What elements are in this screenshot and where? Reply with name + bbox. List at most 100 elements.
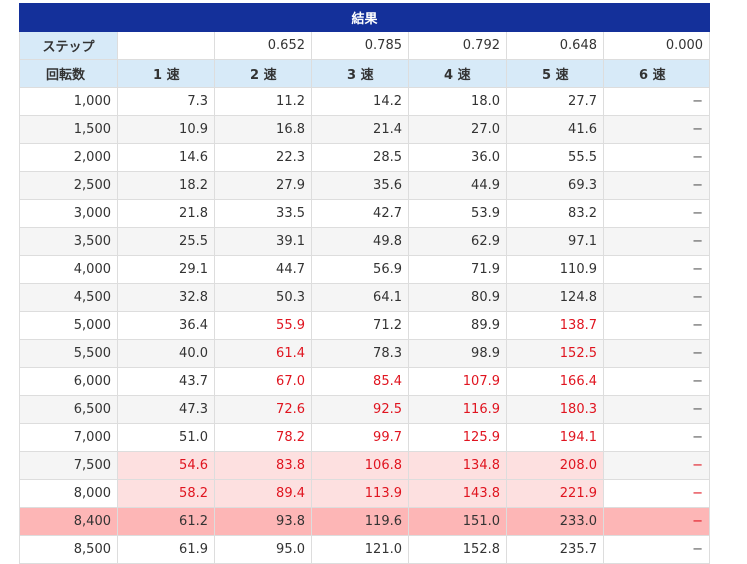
- speed-cell-gear-2: 16.8: [214, 115, 312, 144]
- speed-cell-gear-2: 89.4: [214, 479, 312, 508]
- speed-cell-gear-1: 7.3: [117, 87, 215, 116]
- speed-cell-gear-2: 44.7: [214, 255, 312, 284]
- table-title: 結果: [18, 3, 711, 32]
- table-row: 5,500 40.0 61.4 78.3 98.9 152.5−: [19, 339, 711, 368]
- speed-cell-gear-3: 56.9: [311, 255, 409, 284]
- speed-cell-gear-2: 78.2: [214, 423, 312, 452]
- speed-cell-gear-1: 54.6: [117, 451, 215, 480]
- speed-cell-gear-1: 61.2: [117, 507, 215, 536]
- speed-cell-gear-3: 78.3: [311, 339, 409, 368]
- speed-cell-gear-4: 151.0: [408, 507, 507, 536]
- speed-cell-gear-4: 44.9: [408, 171, 507, 200]
- speed-cell-gear-5: 194.1: [506, 423, 604, 452]
- speed-cell-gear-5: 27.7: [506, 87, 604, 116]
- table-row: 2,000 14.6 22.3 28.5 36.0 55.5−: [19, 143, 711, 172]
- gear-header-3: 3 速: [311, 59, 409, 88]
- speed-cell-gear-6: −: [602, 479, 711, 508]
- speed-cell-gear-3: 106.8: [311, 451, 409, 480]
- speed-cell-gear-4: 116.9: [408, 395, 507, 424]
- speed-cell-gear-5: 152.5: [506, 339, 604, 368]
- rpm-cell: 8,400: [19, 507, 118, 536]
- speed-cell-gear-4: 134.8: [408, 451, 507, 480]
- rpm-cell: 7,000: [19, 423, 118, 452]
- table-row: 3,000 21.8 33.5 42.7 53.9 83.2−: [19, 199, 711, 228]
- speed-cell-gear-3: 42.7: [311, 199, 409, 228]
- speed-cell-gear-1: 18.2: [117, 171, 215, 200]
- title-row: 結果: [18, 3, 711, 32]
- speed-cell-gear-5: 221.9: [506, 479, 604, 508]
- speed-cell-gear-6: −: [602, 451, 711, 480]
- speed-cell-gear-1: 14.6: [117, 143, 215, 172]
- speed-cell-gear-2: 33.5: [214, 199, 312, 228]
- speed-cell-gear-3: 49.8: [311, 227, 409, 256]
- table-row: 8,400 61.2 93.8 119.6 151.0 233.0−: [19, 507, 711, 536]
- speed-cell-gear-5: 55.5: [506, 143, 604, 172]
- rpm-cell: 6,500: [19, 395, 118, 424]
- rpm-cell: 8,000: [19, 479, 118, 508]
- speed-cell-gear-6: −: [602, 423, 711, 452]
- step-value-2: 0.652: [214, 31, 312, 60]
- speed-cell-gear-4: 152.8: [408, 535, 507, 564]
- speed-cell-gear-1: 58.2: [117, 479, 215, 508]
- speed-cell-gear-4: 143.8: [408, 479, 507, 508]
- gear-header-1: 1 速: [117, 59, 215, 88]
- results-table: 結果 ステップ 0.652 0.785 0.792 0.648 0.000 回転…: [18, 3, 711, 564]
- speed-cell-gear-5: 69.3: [506, 171, 604, 200]
- table-row: 3,500 25.5 39.1 49.8 62.9 97.1−: [19, 227, 711, 256]
- speed-cell-gear-5: 138.7: [506, 311, 604, 340]
- rpm-cell: 6,000: [19, 367, 118, 396]
- speed-cell-gear-2: 27.9: [214, 171, 312, 200]
- rpm-cell: 4,000: [19, 255, 118, 284]
- speed-cell-gear-3: 113.9: [311, 479, 409, 508]
- speed-cell-gear-1: 40.0: [117, 339, 215, 368]
- speed-cell-gear-1: 29.1: [117, 255, 215, 284]
- speed-cell-gear-1: 36.4: [117, 311, 215, 340]
- speed-cell-gear-2: 50.3: [214, 283, 312, 312]
- speed-cell-gear-2: 83.8: [214, 451, 312, 480]
- speed-cell-gear-4: 125.9: [408, 423, 507, 452]
- speed-cell-gear-5: 233.0: [506, 507, 604, 536]
- rpm-cell: 4,500: [19, 283, 118, 312]
- table-row: 4,000 29.1 44.7 56.9 71.9 110.9−: [19, 255, 711, 284]
- speed-cell-gear-3: 92.5: [311, 395, 409, 424]
- speed-cell-gear-5: 235.7: [506, 535, 604, 564]
- rpm-cell: 5,000: [19, 311, 118, 340]
- speed-cell-gear-6: −: [602, 535, 711, 564]
- speed-cell-gear-2: 72.6: [214, 395, 312, 424]
- speed-cell-gear-1: 43.7: [117, 367, 215, 396]
- gear-header-4: 4 速: [408, 59, 507, 88]
- speed-cell-gear-5: 110.9: [506, 255, 604, 284]
- gear-header-5: 5 速: [506, 59, 604, 88]
- table-row: 7,000 51.0 78.2 99.7 125.9 194.1−: [19, 423, 711, 452]
- speed-cell-gear-4: 89.9: [408, 311, 507, 340]
- table-body: 1,000 7.3 11.2 14.2 18.0 27.7−1,500 10.9 16.8 21…: [19, 87, 711, 564]
- table-row: 2,500 18.2 27.9 35.6 44.9 69.3−: [19, 171, 711, 200]
- speed-cell-gear-5: 41.6: [506, 115, 604, 144]
- speed-cell-gear-6: −: [602, 255, 711, 284]
- rpm-header: 回転数: [19, 59, 118, 88]
- speed-cell-gear-6: −: [602, 143, 711, 172]
- speed-cell-gear-5: 124.8: [506, 283, 604, 312]
- rpm-cell: 2,500: [19, 171, 118, 200]
- speed-cell-gear-6: −: [602, 507, 711, 536]
- speed-cell-gear-1: 10.9: [117, 115, 215, 144]
- step-label: ステップ: [19, 31, 118, 60]
- table-row: 1,000 7.3 11.2 14.2 18.0 27.7−: [19, 87, 711, 116]
- speed-cell-gear-5: 97.1: [506, 227, 604, 256]
- rpm-cell: 8,500: [19, 535, 118, 564]
- speed-cell-gear-1: 32.8: [117, 283, 215, 312]
- speed-cell-gear-3: 85.4: [311, 367, 409, 396]
- speed-cell-gear-4: 107.9: [408, 367, 507, 396]
- rpm-cell: 3,500: [19, 227, 118, 256]
- step-value-3: 0.785: [311, 31, 409, 60]
- speed-cell-gear-6: −: [602, 87, 711, 116]
- speed-cell-gear-4: 36.0: [408, 143, 507, 172]
- speed-cell-gear-1: 51.0: [117, 423, 215, 452]
- speed-cell-gear-3: 71.2: [311, 311, 409, 340]
- rpm-cell: 5,500: [19, 339, 118, 368]
- speed-cell-gear-3: 14.2: [311, 87, 409, 116]
- speed-cell-gear-6: −: [602, 115, 711, 144]
- table-row: 6,000 43.7 67.0 85.4 107.9 166.4−: [19, 367, 711, 396]
- speed-cell-gear-5: 83.2: [506, 199, 604, 228]
- speed-cell-gear-2: 61.4: [214, 339, 312, 368]
